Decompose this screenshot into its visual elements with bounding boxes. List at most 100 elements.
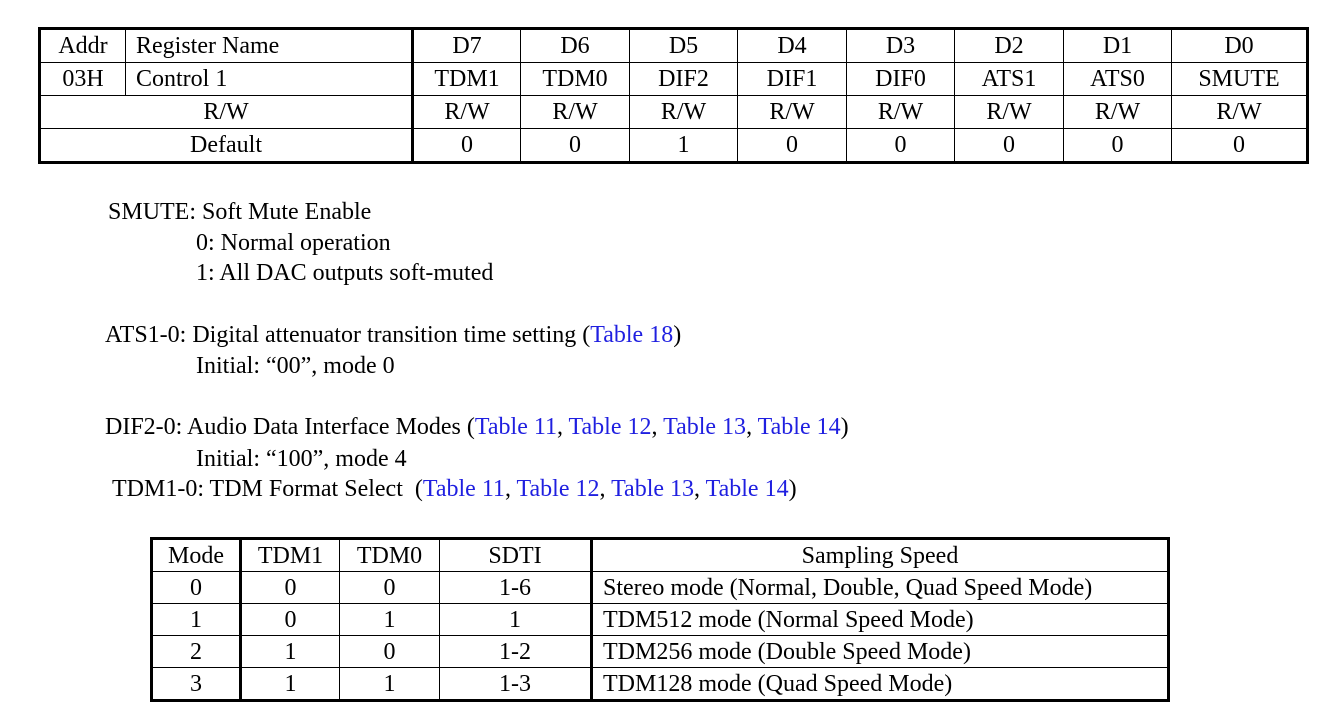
header-cell: D7 [411,28,521,63]
register-addr: 03H [39,62,126,96]
tdm-table-link[interactable]: Table 12 [516,476,600,502]
mode-row: 2 1 0 1-2 TDM256 mode (Double Speed Mode… [151,635,1169,668]
tdm-separator: , [694,476,706,502]
mode-cell: 1 [339,667,440,701]
rw-value: R/W [1063,95,1172,129]
tdm-table-link[interactable]: Table 11 [422,476,505,502]
smute-option-1: 1: All DAC outputs soft-muted [196,260,494,286]
mode-cell: 1 [439,603,592,636]
default-value: 0 [520,128,630,163]
mode-cell: TDM128 mode (Quad Speed Mode) [590,667,1169,701]
bit-name: ATS1 [954,62,1064,96]
ats-suffix: ) [673,322,682,348]
mode-cell: TDM512 mode (Normal Speed Mode) [590,603,1169,636]
header-cell: D6 [520,28,630,63]
register-header-row: Addr Register Name D7 D6 D5 D4 D3 D2 D1 … [39,28,1308,63]
dif-suffix: ) [840,414,849,440]
rw-value: R/W [737,95,847,129]
header-cell: D2 [954,28,1064,63]
default-value: 0 [954,128,1064,163]
bit-name: TDM0 [520,62,630,96]
tdm-separator: , [504,476,517,502]
rw-value: R/W [954,95,1064,129]
default-value: 0 [846,128,955,163]
register-table: Addr Register Name D7 D6 D5 D4 D3 D2 D1 … [38,27,1309,164]
ats-prefix: ATS1-0: Digital attenuator transition ti… [105,322,591,348]
header-cell: D5 [629,28,738,63]
mode-row: 3 1 1 1-3 TDM128 mode (Quad Speed Mode) [151,667,1169,701]
rw-value: R/W [846,95,955,129]
mode-cell: Stereo mode (Normal, Double, Quad Speed … [590,571,1169,604]
header-cell: D4 [737,28,847,63]
mode-cell: TDM256 mode (Double Speed Mode) [590,635,1169,668]
default-value: 0 [1171,128,1308,163]
mode-cell: 0 [339,571,440,604]
bit-name: DIF2 [629,62,738,96]
mode-cell: 1 [151,603,241,636]
tdm-table-link[interactable]: Table 13 [611,476,695,502]
default-value: 0 [1063,128,1172,163]
mode-cell: 1 [239,667,340,701]
mode-header-cell: TDM1 [239,538,340,572]
mode-cell: 2 [151,635,241,668]
dif-table-link[interactable]: Table 12 [568,414,652,440]
header-cell: Register Name [125,28,413,63]
default-label: Default [39,128,413,163]
mode-header-cell: Mode [151,538,241,572]
bit-name: DIF1 [737,62,847,96]
header-cell: D3 [846,28,955,63]
mode-cell: 1-2 [439,635,592,668]
mode-cell: 1 [339,603,440,636]
mode-row: 0 0 0 1-6 Stereo mode (Normal, Double, Q… [151,571,1169,604]
dif-separator: , [746,414,758,440]
smute-title: SMUTE: Soft Mute Enable [108,199,372,225]
tdm-prefix: TDM1-0: TDM Format Select ( [112,476,423,502]
mode-cell: 0 [339,635,440,668]
header-cell: Addr [39,28,126,63]
bit-name: DIF0 [846,62,955,96]
register-default-row: Default 0 0 1 0 0 0 0 0 [39,128,1308,163]
rw-value: R/W [1171,95,1308,129]
tdm-title: TDM1-0: TDM Format Select (Table 11, Tab… [112,474,797,505]
rw-value: R/W [629,95,738,129]
tdm-table-link[interactable]: Table 14 [705,476,789,502]
tdm-mode-table: Mode TDM1 TDM0 SDTI Sampling Speed 0 0 0… [150,537,1170,702]
mode-header-cell: Sampling Speed [590,538,1169,572]
dif-initial: Initial: “100”, mode 4 [196,446,407,472]
tdm-suffix: ) [788,476,797,502]
dif-table-link[interactable]: Table 13 [663,414,747,440]
rw-value: R/W [411,95,521,129]
register-bits-row: 03H Control 1 TDM1 TDM0 DIF2 DIF1 DIF0 A… [39,62,1308,96]
register-rw-row: R/W R/W R/W R/W R/W R/W R/W R/W R/W [39,95,1308,129]
mode-cell: 3 [151,667,241,701]
dif-separator: , [556,414,569,440]
tdm-separator: , [599,476,612,502]
mode-header-cell: SDTI [439,538,592,572]
register-name: Control 1 [125,62,413,96]
header-cell: D1 [1063,28,1172,63]
ats-initial: Initial: “00”, mode 0 [196,353,395,379]
dif-table-link[interactable]: Table 14 [757,414,841,440]
mode-cell: 0 [239,571,340,604]
mode-cell: 1-3 [439,667,592,701]
mode-header-row: Mode TDM1 TDM0 SDTI Sampling Speed [151,538,1169,572]
bit-name: SMUTE [1171,62,1308,96]
rw-label: R/W [39,95,413,129]
bit-name: TDM1 [411,62,521,96]
mode-cell: 0 [239,603,340,636]
dif-title: DIF2-0: Audio Data Interface Modes (Tabl… [105,412,849,443]
mode-row: 1 0 1 1 TDM512 mode (Normal Speed Mode) [151,603,1169,636]
rw-value: R/W [520,95,630,129]
mode-cell: 1 [239,635,340,668]
smute-option-0: 0: Normal operation [196,230,391,256]
dif-prefix: DIF2-0: Audio Data Interface Modes ( [105,414,475,440]
default-value: 0 [411,128,521,163]
ats-title: ATS1-0: Digital attenuator transition ti… [105,320,681,351]
default-value: 0 [737,128,847,163]
default-value: 1 [629,128,738,163]
ats-table-link[interactable]: Table 18 [590,322,674,348]
dif-table-link[interactable]: Table 11 [474,414,557,440]
bit-name: ATS0 [1063,62,1172,96]
mode-cell: 1-6 [439,571,592,604]
dif-separator: , [651,414,664,440]
